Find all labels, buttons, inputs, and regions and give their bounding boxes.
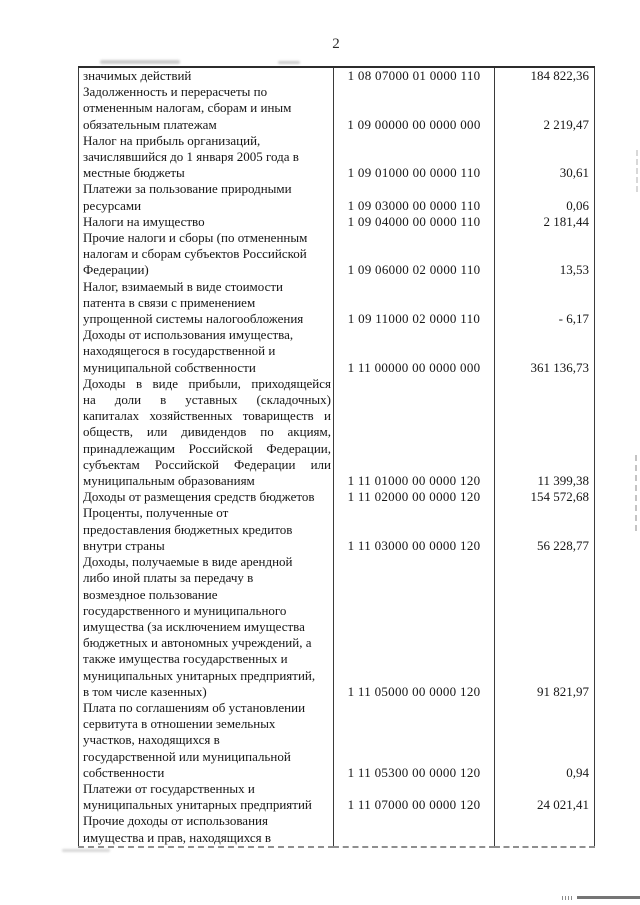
row-classification-code: 1 11 05300 00 0000 120 bbox=[333, 699, 495, 781]
table-row: значимых действий 1 08 07000 01 0000 110 1… bbox=[78, 67, 595, 85]
row-classification-code: 1 09 00000 00 0000 000 bbox=[333, 84, 495, 133]
row-amount: - 6,17 bbox=[558, 311, 589, 327]
row-description: Задолженность и перерасчеты по отмененным… bbox=[78, 84, 334, 133]
row-classification-code: 1 11 01000 00 0000 120 bbox=[333, 375, 495, 490]
row-classification-code: 1 09 03000 00 0000 110 bbox=[333, 181, 495, 214]
row-amount: 56 228,77 bbox=[537, 537, 589, 553]
row-description: Налог, взимаемый в виде стоимости патента… bbox=[78, 278, 334, 328]
scan-smudge-top-center bbox=[278, 61, 300, 64]
row-amount: 2 181,44 bbox=[543, 213, 590, 229]
row-description: Платежи от государственных и муниципальны… bbox=[78, 780, 334, 814]
row-amount: 13,53 bbox=[559, 262, 589, 278]
row-classification-code: 1 09 04000 00 0000 110 bbox=[333, 213, 495, 231]
scan-edge-dashes bbox=[635, 455, 637, 531]
scan-bottom-ticks bbox=[562, 896, 574, 900]
row-description: Плата по соглашениям об установлении серв… bbox=[78, 699, 334, 781]
row-classification-code: 1 09 01000 00 0000 110 bbox=[333, 132, 495, 182]
table-row: Проценты, полученные от предоставления бю… bbox=[78, 505, 595, 555]
row-classification-code: 1 11 00000 00 0000 000 bbox=[333, 327, 495, 376]
revenue-table-body: значимых действий 1 08 07000 01 0000 110 1… bbox=[78, 67, 595, 847]
row-description: Платежи за пользование природными ресурса… bbox=[78, 181, 334, 214]
row-amount: 184 822,36 bbox=[530, 68, 590, 83]
scan-edge-dashes bbox=[636, 150, 638, 192]
row-description: Прочие налоги и сборы (по отмененным нало… bbox=[78, 230, 334, 279]
row-amount: 24 021,41 bbox=[537, 797, 589, 813]
table-row: Доходы от использования имущества, находя… bbox=[78, 327, 595, 376]
row-description: Доходы, получаемые в виде арендной либо и… bbox=[78, 554, 334, 700]
row-amount bbox=[495, 813, 595, 846]
row-classification-code: 1 11 03000 00 0000 120 bbox=[333, 505, 495, 555]
table-row: Доходы от размещения средств бюджетов 1 1… bbox=[78, 489, 595, 506]
row-classification-code: 1 09 11000 02 0000 110 bbox=[333, 278, 495, 328]
row-description: Налог на прибыль организаций, зачислявший… bbox=[78, 132, 334, 182]
row-amount: 2 219,47 bbox=[543, 116, 590, 132]
row-classification-code: 1 11 05000 00 0000 120 bbox=[333, 554, 495, 700]
table-row: Платежи от государственных и муниципальны… bbox=[78, 780, 595, 814]
table-row: Прочие налоги и сборы (по отмененным нало… bbox=[78, 230, 595, 279]
scan-bottom-line bbox=[577, 896, 640, 899]
table-row: Платежи за пользование природными ресурса… bbox=[78, 181, 595, 214]
row-classification-code: 1 11 07000 00 0000 120 bbox=[333, 780, 495, 814]
scan-smudge-bottom-left bbox=[62, 849, 110, 852]
table-row: Доходы в виде прибыли, приходящейся на до… bbox=[78, 375, 595, 490]
table-row: Налог на прибыль организаций, зачислявший… bbox=[78, 132, 595, 182]
row-amount: 0,06 bbox=[566, 197, 589, 213]
row-amount: 154 572,68 bbox=[530, 489, 590, 505]
row-description: Доходы от размещения средств бюджетов bbox=[78, 489, 334, 506]
table-row: Налоги на имущество 1 09 04000 00 0000 11… bbox=[78, 213, 595, 231]
row-description: Налоги на имущество bbox=[78, 213, 334, 231]
row-amount: 11 399,38 bbox=[537, 473, 589, 489]
row-amount: 0,94 bbox=[566, 764, 589, 780]
row-description: Доходы в виде прибыли, приходящейся на до… bbox=[78, 375, 334, 490]
row-classification-code bbox=[333, 813, 495, 847]
table-row: Прочие доходы от использования имущества … bbox=[78, 813, 595, 847]
row-classification-code: 1 08 07000 01 0000 110 bbox=[333, 67, 495, 85]
row-amount: 30,61 bbox=[559, 165, 589, 181]
table-row: Налог, взимаемый в виде стоимости патента… bbox=[78, 278, 595, 328]
budget-revenue-table: значимых действий 1 08 07000 01 0000 110 1… bbox=[78, 66, 595, 848]
row-description: Прочие доходы от использования имущества … bbox=[78, 813, 334, 847]
scan-smudge-top-left bbox=[100, 60, 180, 64]
table-row: Задолженность и перерасчеты по отмененным… bbox=[78, 84, 595, 133]
table-row: Плата по соглашениям об установлении серв… bbox=[78, 699, 595, 781]
row-description: значимых действий bbox=[78, 67, 334, 85]
page-number: 2 bbox=[332, 36, 340, 52]
row-classification-code: 1 11 02000 00 0000 120 bbox=[333, 489, 495, 506]
table-row: Доходы, получаемые в виде арендной либо и… bbox=[78, 554, 595, 700]
row-description: Проценты, полученные от предоставления бю… bbox=[78, 505, 334, 555]
row-classification-code: 1 09 06000 02 0000 110 bbox=[333, 230, 495, 279]
row-description: Доходы от использования имущества, находя… bbox=[78, 327, 334, 376]
row-amount: 361 136,73 bbox=[530, 359, 590, 375]
row-amount: 91 821,97 bbox=[537, 683, 589, 699]
